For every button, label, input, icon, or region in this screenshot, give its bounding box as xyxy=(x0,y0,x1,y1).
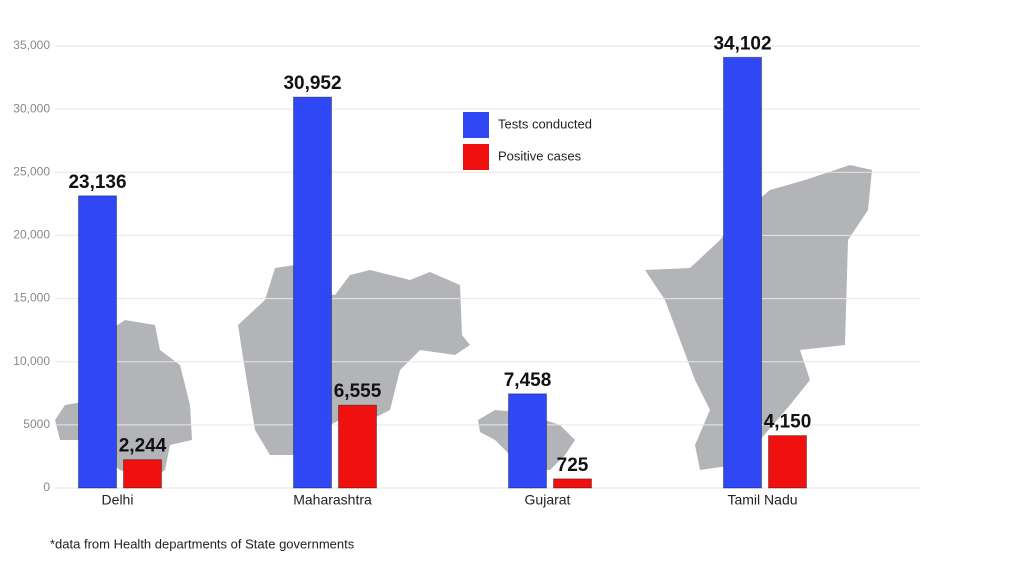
bar xyxy=(723,56,762,489)
bar xyxy=(768,435,807,489)
x-tick-label: Gujarat xyxy=(525,492,571,508)
x-tick-label: Delhi xyxy=(102,492,134,508)
value-label: 34,102 xyxy=(713,33,771,54)
value-label: 2,244 xyxy=(119,436,167,457)
bar xyxy=(508,393,547,489)
legend-swatch xyxy=(463,112,489,138)
y-tick-label: 5000 xyxy=(23,417,50,431)
bar xyxy=(78,195,117,489)
x-tick-label: Maharashtra xyxy=(293,492,372,508)
y-tick-label: 15,000 xyxy=(13,291,50,305)
bar xyxy=(338,404,377,489)
legend-label: Tests conducted xyxy=(498,116,592,131)
value-label: 6,555 xyxy=(334,381,382,402)
legend: Tests conducted Positive cases xyxy=(463,112,592,170)
x-tick-label: Tamil Nadu xyxy=(727,492,797,508)
value-label: 725 xyxy=(557,455,589,476)
value-label: 30,952 xyxy=(283,73,341,94)
footnote: *data from Health departments of State g… xyxy=(50,536,355,551)
y-tick-label: 30,000 xyxy=(13,101,50,115)
legend-swatch xyxy=(463,144,489,170)
bar xyxy=(553,478,592,489)
bar xyxy=(293,96,332,489)
y-tick-label: 25,000 xyxy=(13,164,50,178)
y-tick-label: 35,000 xyxy=(13,38,50,52)
legend-label: Positive cases xyxy=(498,148,582,163)
value-label: 23,136 xyxy=(68,172,126,193)
bar xyxy=(123,459,162,489)
y-tick-label: 20,000 xyxy=(13,228,50,242)
value-label: 7,458 xyxy=(504,370,552,391)
plot-area: 0 5000 10,000 15,000 20,000 25,000 30,000 35,00… xyxy=(13,33,920,508)
y-tick-label: 0 xyxy=(43,480,50,494)
value-label: 4,150 xyxy=(764,412,812,433)
y-tick-label: 10,000 xyxy=(13,354,50,368)
